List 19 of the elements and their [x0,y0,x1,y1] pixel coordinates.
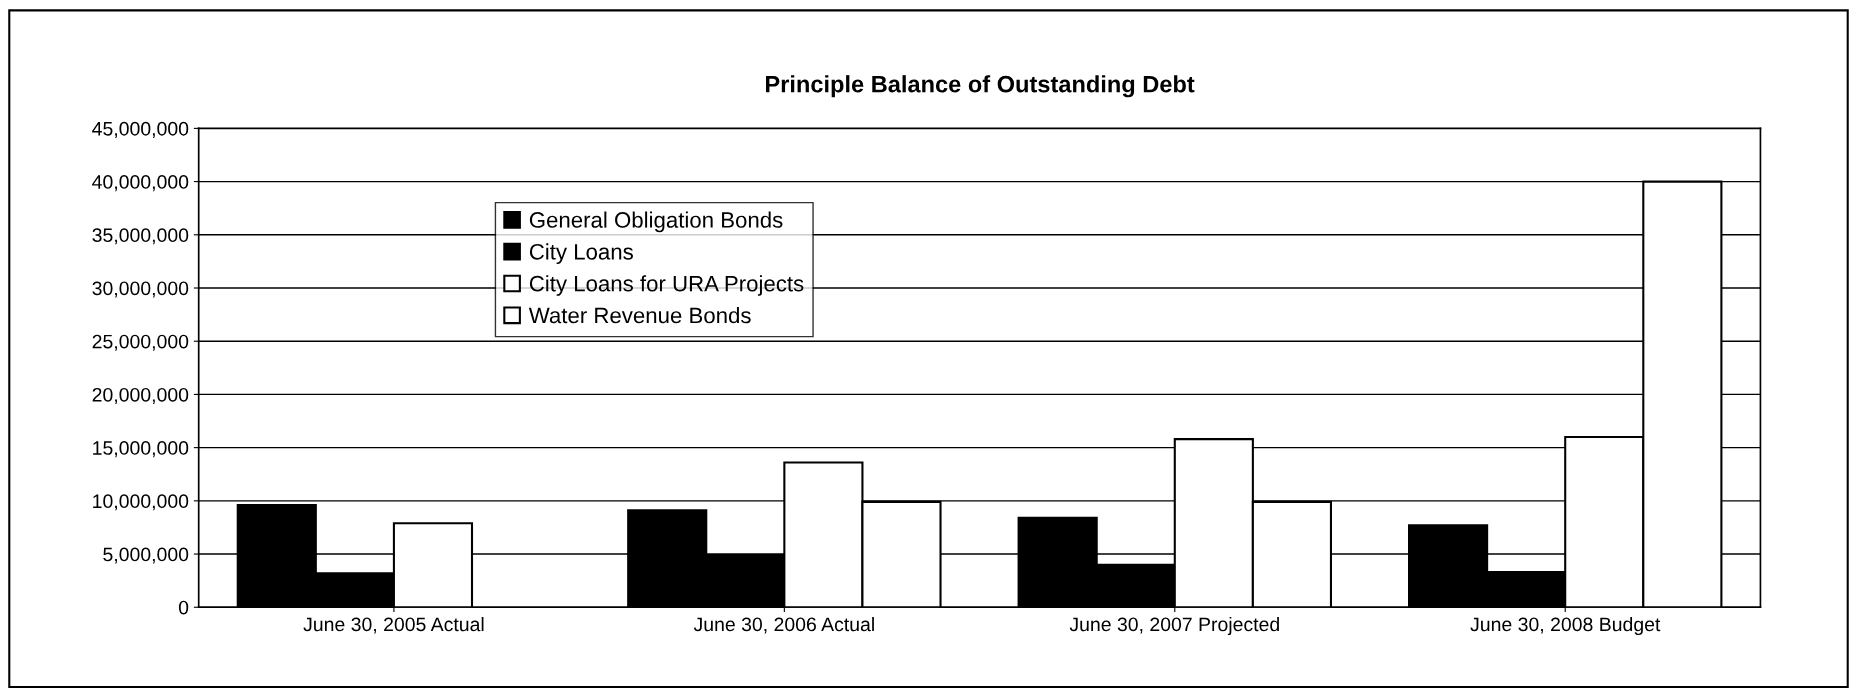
y-tick-label: 15,000,000 [93,441,189,458]
legend-label: City Loans [529,243,633,265]
y-tick-label: 0 [178,600,189,615]
y-tick-label: 20,000,000 [92,387,189,404]
x-tick-label: June 30, 2006 Actual [693,616,874,634]
x-tick-label: June 30, 2008 Budget [1470,616,1661,636]
x-tick-label: June 30, 2007 Projected [1069,616,1279,636]
y-tick-label: 40,000,000 [92,175,189,192]
y-tick-label: 10,000,000 [93,494,189,511]
chart-title: Principle Balance of Outstanding Debt [766,75,1195,98]
y-tick-label: 5,000,000 [103,547,189,564]
y-tick-label: 25,000,000 [92,334,189,351]
x-tick-label: June 30, 2005 Actual [303,616,484,634]
y-tick-label: 35,000,000 [92,228,189,245]
legend-label: City Loans for URA Projects [529,275,804,296]
y-tick-label: 30,000,000 [92,281,189,298]
legend-label: General Obligation Bonds [529,211,783,233]
legend-label: Water Revenue Bonds [528,306,751,324]
y-tick-label: 45,000,000 [92,121,189,138]
